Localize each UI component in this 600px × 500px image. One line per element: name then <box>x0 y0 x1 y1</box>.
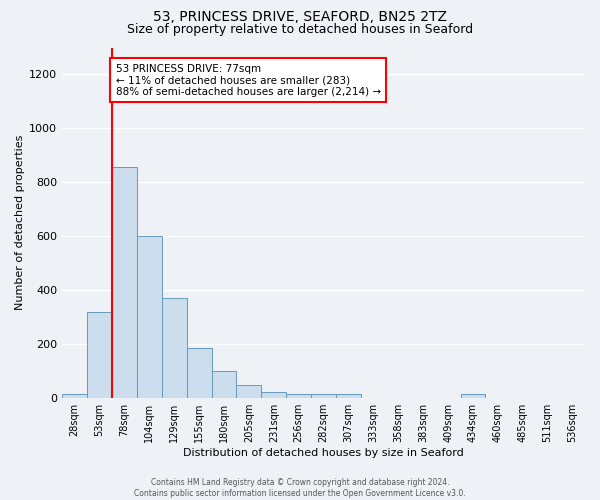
Text: Contains HM Land Registry data © Crown copyright and database right 2024.
Contai: Contains HM Land Registry data © Crown c… <box>134 478 466 498</box>
Bar <box>262 392 286 398</box>
Bar <box>461 394 485 398</box>
Bar <box>137 236 162 398</box>
Bar <box>62 394 87 398</box>
Bar <box>212 371 236 398</box>
Bar <box>162 298 187 398</box>
Text: Size of property relative to detached houses in Seaford: Size of property relative to detached ho… <box>127 22 473 36</box>
Bar <box>112 168 137 398</box>
Text: 53, PRINCESS DRIVE, SEAFORD, BN25 2TZ: 53, PRINCESS DRIVE, SEAFORD, BN25 2TZ <box>153 10 447 24</box>
X-axis label: Distribution of detached houses by size in Seaford: Distribution of detached houses by size … <box>183 448 464 458</box>
Bar <box>336 394 361 398</box>
Bar <box>87 312 112 398</box>
Y-axis label: Number of detached properties: Number of detached properties <box>15 135 25 310</box>
Bar <box>311 394 336 398</box>
Bar <box>236 385 262 398</box>
Bar <box>187 348 212 398</box>
Bar <box>286 394 311 398</box>
Text: 53 PRINCESS DRIVE: 77sqm
← 11% of detached houses are smaller (283)
88% of semi-: 53 PRINCESS DRIVE: 77sqm ← 11% of detach… <box>116 64 381 97</box>
